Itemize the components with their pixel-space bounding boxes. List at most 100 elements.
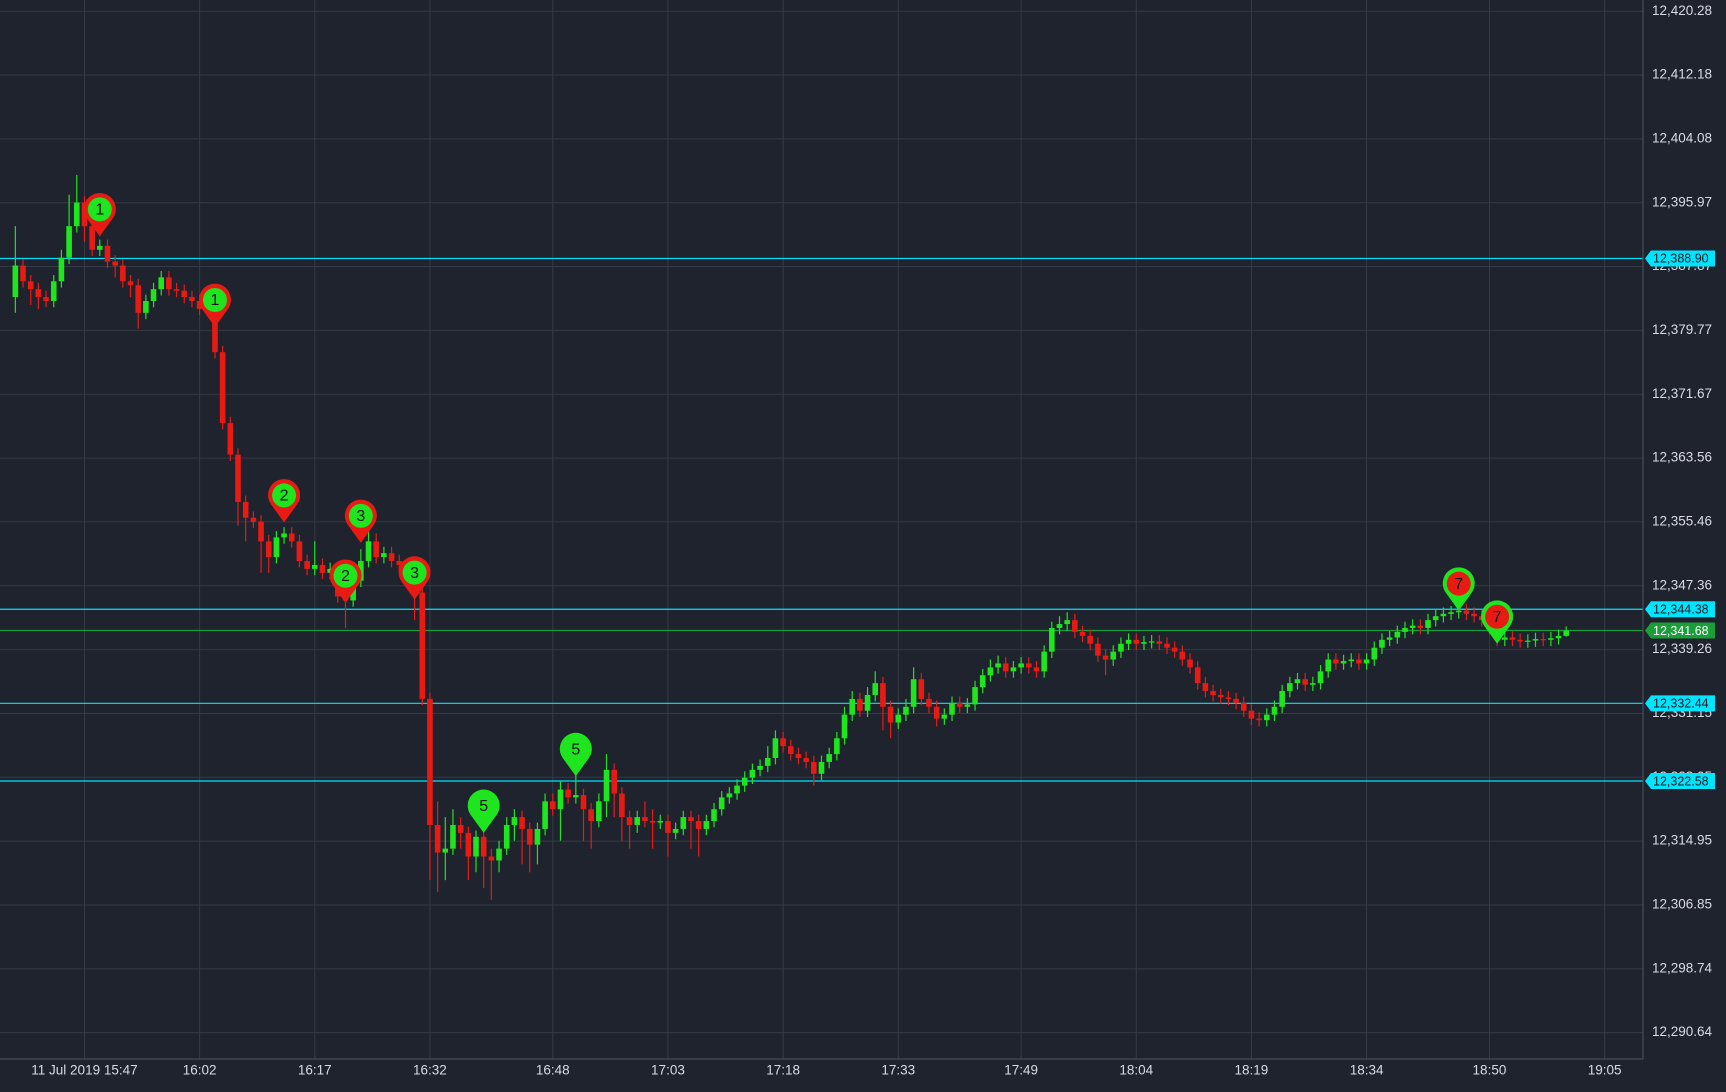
candle-body xyxy=(1225,697,1232,699)
signal-marker: 3 xyxy=(344,499,377,543)
candle-body xyxy=(519,817,525,829)
candle-body xyxy=(166,277,172,290)
candle-body xyxy=(926,698,932,707)
x-tick-label: 16:02 xyxy=(183,1063,217,1078)
candle-body xyxy=(588,809,594,822)
candle-body xyxy=(526,828,533,845)
candle-body xyxy=(1548,638,1554,640)
candle-body xyxy=(196,300,203,309)
x-tick-label: 11 Jul 2019 15:47 xyxy=(31,1063,137,1078)
marker-face xyxy=(272,483,297,508)
candle-body xyxy=(189,297,195,301)
marker-label: 1 xyxy=(95,202,104,219)
y-tick-label: 12,339.26 xyxy=(1652,641,1712,656)
candle-body xyxy=(749,769,756,778)
candle-body xyxy=(1202,683,1209,692)
candle-body xyxy=(626,817,633,825)
candle-body xyxy=(1409,625,1416,628)
candle-body xyxy=(1417,625,1424,628)
candle-body xyxy=(120,265,126,282)
signal-marker: 2 xyxy=(268,479,301,523)
signal-marker: 5 xyxy=(559,732,592,777)
marker-label: 1 xyxy=(211,292,220,309)
marker-label: 2 xyxy=(341,568,350,585)
y-tick-label: 12,290.64 xyxy=(1652,1024,1713,1039)
candle-body xyxy=(718,797,725,810)
candle-body xyxy=(1064,620,1070,625)
candle-body xyxy=(173,289,180,291)
candle-body xyxy=(143,300,149,313)
candle-body xyxy=(181,290,188,298)
candle-body xyxy=(1240,702,1247,711)
candle-body xyxy=(1509,637,1516,640)
candle-body xyxy=(43,297,49,301)
markers: 1 1 2 2 3 3 5 5 7 7 xyxy=(83,193,1514,833)
candle-body xyxy=(1287,683,1293,692)
marker-label: 2 xyxy=(280,488,289,505)
level-box xyxy=(1645,773,1715,790)
level-box xyxy=(1645,601,1715,618)
candle-body xyxy=(695,821,702,829)
candle-body xyxy=(795,754,802,759)
candle-body xyxy=(327,568,333,573)
candle-body xyxy=(1148,641,1155,643)
marker-label: 7 xyxy=(1493,609,1502,626)
x-tick-label: 18:19 xyxy=(1235,1063,1269,1078)
candle-body xyxy=(1432,616,1439,621)
candle-body xyxy=(150,289,157,301)
candle-body xyxy=(972,687,978,705)
candle-body xyxy=(1402,627,1408,632)
candle-body xyxy=(711,809,717,822)
y-tick-label: 12,314.95 xyxy=(1652,833,1712,848)
candle-body xyxy=(1356,659,1362,664)
candle-body xyxy=(726,793,733,798)
candle-body xyxy=(741,777,748,786)
y-tick-label: 12,306.85 xyxy=(1652,897,1712,912)
candle-body xyxy=(135,285,141,313)
marker-label: 5 xyxy=(571,741,580,758)
candle-body xyxy=(304,561,310,569)
x-tick-label: 17:03 xyxy=(651,1063,685,1078)
candle-body xyxy=(1517,639,1523,642)
candle-body xyxy=(657,821,664,823)
candle-body xyxy=(772,738,779,759)
candle-body xyxy=(1563,630,1570,636)
candle-body xyxy=(918,679,925,699)
y-tick-label: 12,371.67 xyxy=(1652,386,1712,401)
candle-body xyxy=(265,541,272,558)
candle-body xyxy=(1171,647,1178,652)
candle-body xyxy=(1271,706,1278,715)
candle-body xyxy=(250,517,257,522)
candle-body xyxy=(365,541,372,562)
last-price-label: 12,341.68 xyxy=(1653,624,1709,638)
candle-body xyxy=(611,769,618,794)
candle-body xyxy=(1263,714,1270,721)
candle-body xyxy=(1002,663,1009,672)
candle-body xyxy=(1340,661,1347,664)
candle-body xyxy=(841,714,848,739)
x-tick-label: 16:48 xyxy=(536,1063,570,1078)
candle-body xyxy=(903,706,909,715)
candle-body xyxy=(811,761,817,774)
candles xyxy=(12,174,1570,900)
candle-body xyxy=(1463,610,1470,614)
candle-body xyxy=(242,501,249,518)
candle-body xyxy=(680,817,687,829)
candle-body xyxy=(288,533,295,542)
candle-body xyxy=(941,714,948,719)
candle-body xyxy=(296,541,303,562)
x-tick-label: 18:50 xyxy=(1473,1063,1507,1078)
y-tick-label: 12,298.74 xyxy=(1652,960,1713,975)
candle-body xyxy=(1010,667,1017,672)
candle-body xyxy=(1294,679,1301,684)
candle-body xyxy=(20,265,26,282)
candle-body xyxy=(273,537,280,558)
candle-body xyxy=(1110,651,1117,660)
x-tick-label: 17:49 xyxy=(1004,1063,1038,1078)
candle-body xyxy=(319,564,326,573)
candle-body xyxy=(573,795,579,798)
level-labels: 12,388.90 12,344.38 12,332.44 12,322.58 12,3… xyxy=(1645,250,1715,790)
level-label: 12,322.58 xyxy=(1653,774,1709,788)
candle-body xyxy=(1141,642,1147,644)
